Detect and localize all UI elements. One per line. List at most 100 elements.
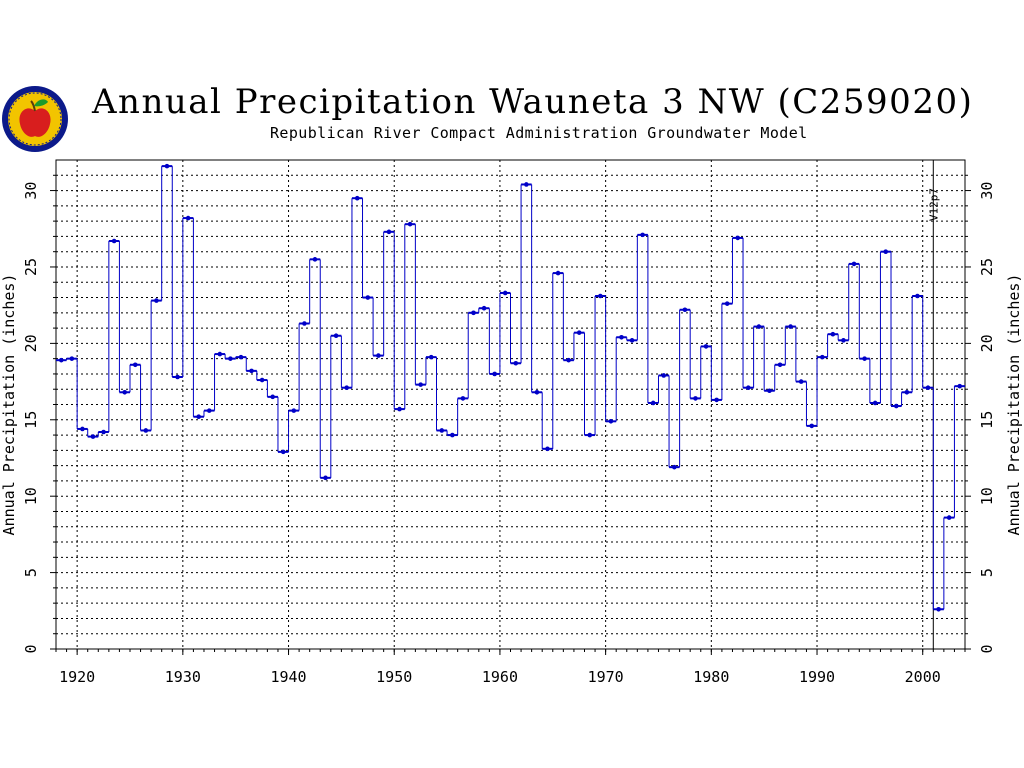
data-point xyxy=(862,356,867,361)
data-point xyxy=(735,235,741,241)
data-point xyxy=(428,354,434,360)
data-point xyxy=(777,362,783,368)
data-point xyxy=(756,324,762,329)
data-point xyxy=(566,357,571,363)
data-point xyxy=(122,389,128,395)
data-point xyxy=(280,449,286,455)
data-point xyxy=(58,357,64,363)
y-tick-label: 5 xyxy=(22,568,40,577)
data-point xyxy=(291,408,297,413)
data-point xyxy=(154,298,159,303)
data-point xyxy=(111,238,117,244)
data-point xyxy=(365,295,371,300)
data-point xyxy=(524,182,529,187)
data-point xyxy=(397,406,402,412)
data-point xyxy=(481,305,487,311)
x-tick-label: 1980 xyxy=(693,668,729,686)
data-point xyxy=(312,257,318,262)
x-tick-label: 1940 xyxy=(270,668,306,686)
data-point xyxy=(323,475,328,481)
data-point xyxy=(344,385,349,390)
data-point xyxy=(439,428,445,433)
data-point xyxy=(175,374,180,380)
data-point xyxy=(798,379,804,384)
data-point xyxy=(619,334,624,340)
data-point xyxy=(820,354,825,360)
data-point xyxy=(851,261,857,267)
chart-subtitle: Republican River Compact Administration … xyxy=(270,124,808,142)
data-point xyxy=(714,397,719,403)
data-point xyxy=(164,163,170,169)
data-point xyxy=(376,353,381,358)
y-axis-label-right: Annual Precipitation (inches) xyxy=(1005,274,1023,536)
y-tick-label: 25 xyxy=(22,258,40,276)
y-tick-label-right: 30 xyxy=(978,182,996,200)
data-point xyxy=(682,307,688,313)
data-point xyxy=(672,464,677,470)
x-tick-label: 1920 xyxy=(59,668,95,686)
data-point xyxy=(460,396,466,401)
data-point xyxy=(724,301,730,306)
data-point xyxy=(185,215,191,221)
data-point xyxy=(513,360,519,366)
y-tick-label-right: 25 xyxy=(978,258,996,276)
x-tick-label: 1930 xyxy=(165,668,201,686)
data-point xyxy=(946,515,952,520)
data-point xyxy=(915,293,920,299)
y-tick-label: 10 xyxy=(22,487,40,505)
data-point xyxy=(80,426,85,432)
data-point xyxy=(841,338,846,343)
data-point xyxy=(69,356,75,361)
data-point xyxy=(450,432,455,438)
data-point xyxy=(492,371,497,377)
data-point xyxy=(132,362,138,368)
y-tick-label-right: 20 xyxy=(978,334,996,352)
x-tick-label: 2000 xyxy=(905,668,941,686)
data-point xyxy=(576,330,582,335)
x-tick-label: 1970 xyxy=(588,668,624,686)
data-point xyxy=(238,354,244,360)
data-point xyxy=(925,385,931,390)
data-point xyxy=(629,338,635,343)
data-point xyxy=(302,321,307,326)
data-point xyxy=(693,396,698,401)
version-marker-label: V12p7 xyxy=(927,188,940,221)
y-tick-label-right: 10 xyxy=(978,487,996,505)
data-point xyxy=(809,423,815,429)
apple-seal-icon xyxy=(0,84,70,154)
data-point xyxy=(893,403,899,409)
data-point xyxy=(249,368,254,374)
y-tick-label: 30 xyxy=(22,182,40,200)
x-tick-label: 1950 xyxy=(376,668,412,686)
data-point xyxy=(703,344,709,349)
data-point xyxy=(608,419,614,424)
data-point xyxy=(904,389,910,395)
y-tick-label: 15 xyxy=(22,411,40,429)
data-point xyxy=(872,400,878,406)
data-point xyxy=(143,428,149,433)
data-point xyxy=(555,270,561,276)
data-point xyxy=(206,408,212,413)
data-point xyxy=(90,434,96,439)
data-point xyxy=(830,331,836,337)
data-point xyxy=(788,324,793,329)
data-point xyxy=(228,356,233,361)
data-point xyxy=(354,195,360,201)
data-point xyxy=(333,333,339,339)
data-point xyxy=(936,606,941,612)
data-point xyxy=(587,432,593,438)
data-point xyxy=(534,389,540,395)
data-point xyxy=(386,229,392,235)
y-tick-label: 0 xyxy=(22,644,40,653)
y-axis-label: Annual Precipitation (inches) xyxy=(0,274,18,536)
data-point xyxy=(471,310,476,316)
data-point xyxy=(545,446,550,452)
data-point xyxy=(650,400,656,406)
data-point xyxy=(746,385,751,390)
data-point xyxy=(418,382,423,387)
data-point xyxy=(661,373,667,378)
data-point xyxy=(598,293,603,299)
y-tick-label: 20 xyxy=(22,334,40,352)
